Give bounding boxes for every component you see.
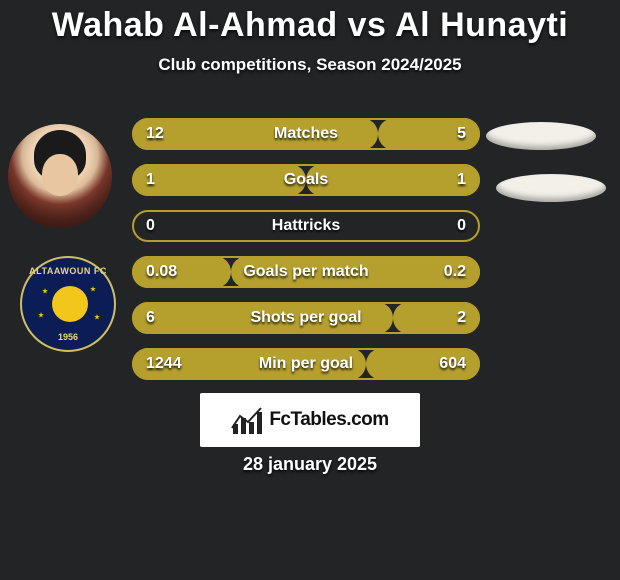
stat-value-left: 6	[146, 309, 155, 327]
stat-row: 6 2 Shots per goal	[132, 302, 480, 334]
stat-row: 1244 604 Min per goal	[132, 348, 480, 380]
logo-text-1: Fc	[269, 409, 290, 430]
stat-value-left: 12	[146, 125, 164, 143]
fctables-logo-icon	[231, 404, 263, 436]
date-text: 28 january 2025	[0, 454, 620, 475]
stat-value-right: 1	[457, 171, 466, 189]
page-subtitle: Club competitions, Season 2024/2025	[0, 55, 620, 75]
page-title: Wahab Al-Ahmad vs Al Hunayti	[0, 6, 620, 45]
stat-value-left: 1	[146, 171, 155, 189]
stat-label: Shots per goal	[250, 309, 361, 327]
stat-value-right: 0.2	[444, 263, 466, 281]
stat-row: 1 1 Goals	[132, 164, 480, 196]
stat-row: 12 5 Matches	[132, 118, 480, 150]
fctables-logo-text: FcTables.com	[269, 409, 388, 431]
side-pill	[496, 174, 606, 202]
stat-fill-left	[132, 164, 306, 196]
stat-label: Min per goal	[259, 355, 353, 373]
stat-value-right: 604	[439, 355, 466, 373]
side-pill	[486, 122, 596, 150]
stat-value-right: 5	[457, 125, 466, 143]
stat-fill-left	[132, 118, 378, 150]
stat-fill-right	[306, 164, 480, 196]
player2-club-crest: ALTAAWOUN FC 1956	[20, 256, 116, 352]
player1-avatar	[8, 124, 112, 228]
comparison-infographic: Wahab Al-Ahmad vs Al Hunayti Club compet…	[0, 0, 620, 580]
stat-fill-right	[393, 302, 480, 334]
stat-label: Goals	[284, 171, 328, 189]
stat-row: 0.08 0.2 Goals per match	[132, 256, 480, 288]
fctables-logo: FcTables.com	[200, 393, 420, 447]
stat-value-right: 0	[457, 217, 466, 235]
stat-row: 0 0 Hattricks	[132, 210, 480, 242]
logo-text-3: .com	[346, 409, 388, 430]
stat-value-left: 0	[146, 217, 155, 235]
stat-label: Matches	[274, 125, 338, 143]
stat-value-right: 2	[457, 309, 466, 327]
stat-label: Goals per match	[243, 263, 368, 281]
crest-year: 1956	[22, 332, 114, 342]
stat-label: Hattricks	[272, 217, 340, 235]
stat-rows: 12 5 Matches 1 1 Goals 0 0 Hattricks 0.08 0.2 Goals…	[132, 118, 480, 394]
stat-value-left: 0.08	[146, 263, 177, 281]
stat-value-left: 1244	[146, 355, 182, 373]
logo-text-2: Tables	[291, 409, 347, 430]
